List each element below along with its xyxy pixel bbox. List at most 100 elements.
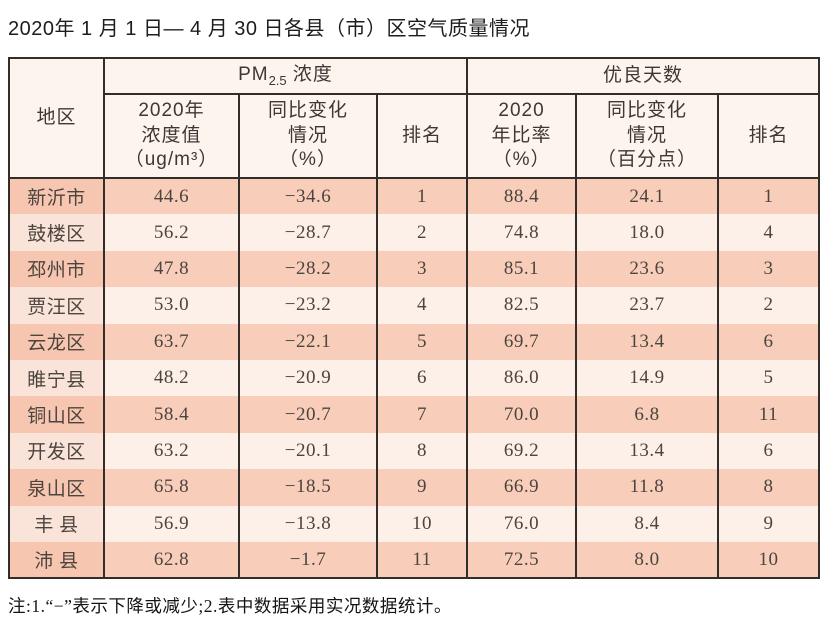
good-ratio-cell: 69.7 <box>466 323 578 360</box>
pm-value-cell: 44.6 <box>103 178 240 215</box>
region-cell: 沛 县 <box>8 541 105 579</box>
pm-rank-cell: 10 <box>375 505 469 542</box>
region-cell: 鼓楼区 <box>8 214 105 251</box>
pm-change-cell: −20.9 <box>238 359 378 397</box>
pm-value-cell: 53.0 <box>103 287 240 324</box>
table-row: 贾汪区 53.0 −23.2 4 82.5 23.7 2 <box>8 287 821 324</box>
pm-change-cell: −28.7 <box>238 214 378 251</box>
table-row: 邳州市 47.8 −28.2 3 85.1 23.6 3 <box>8 250 821 288</box>
good-rank-cell: 3 <box>717 250 821 288</box>
pm-value-cell: 62.8 <box>103 541 240 579</box>
region-cell: 云龙区 <box>8 323 105 360</box>
good-ratio-cell: 88.4 <box>466 178 578 215</box>
table-row: 鼓楼区 56.2 −28.7 2 74.8 18.0 4 <box>8 214 821 251</box>
region-cell: 开发区 <box>8 432 105 470</box>
region-cell: 丰 县 <box>8 505 105 542</box>
region-cell: 贾汪区 <box>8 287 105 324</box>
region-cell: 铜山区 <box>8 396 105 433</box>
good-change-cell: 6.8 <box>575 396 720 433</box>
pm-rank-cell: 1 <box>375 178 469 215</box>
pm25-prefix: PM <box>238 63 269 85</box>
good-change-cell: 18.0 <box>575 214 720 251</box>
good-change-cell: 23.7 <box>575 287 720 324</box>
pm-change-cell: −28.2 <box>238 250 378 288</box>
region-cell: 邳州市 <box>8 250 105 288</box>
pm-rank-cell: 11 <box>375 541 469 579</box>
col-header-region: 地区 <box>8 57 105 179</box>
good-rank-cell: 8 <box>717 469 821 506</box>
good-ratio-cell: 82.5 <box>466 287 578 324</box>
region-cell: 睢宁县 <box>8 359 105 397</box>
good-change-cell: 24.1 <box>575 178 720 215</box>
good-ratio-cell: 70.0 <box>466 396 578 433</box>
air-quality-table: 地区 PM2.5 浓度 优良天数 2020年 浓度值 （ug/m³） 同比变化 … <box>8 57 821 580</box>
pm-rank-cell: 8 <box>375 432 469 470</box>
good-rank-cell: 5 <box>717 359 821 397</box>
good-rank-cell: 2 <box>717 287 821 324</box>
good-change-cell: 13.4 <box>575 432 720 470</box>
pm-value-cell: 58.4 <box>103 396 240 433</box>
pm-change-cell: −34.6 <box>238 178 378 215</box>
group-header-good-days: 优良天数 <box>466 57 821 95</box>
col-header-good-change: 同比变化 情况 （百分点） <box>575 93 720 179</box>
good-ratio-cell: 72.5 <box>466 541 578 579</box>
good-change-cell: 8.4 <box>575 505 720 542</box>
sub-header-row: 2020年 浓度值 （ug/m³） 同比变化 情况 （%） 排名 2020 年比… <box>9 93 821 179</box>
table-row: 沛 县 62.8 −1.7 11 72.5 8.0 10 <box>8 541 821 579</box>
pm-rank-cell: 5 <box>375 323 469 360</box>
region-cell: 新沂市 <box>8 178 105 215</box>
pm-change-cell: −13.8 <box>238 505 378 542</box>
group-header-pm25: PM2.5 浓度 <box>102 57 469 95</box>
good-ratio-cell: 74.8 <box>466 214 578 251</box>
col-header-pm-rank: 排名 <box>375 93 469 179</box>
table-row: 新沂市 44.6 −34.6 1 88.4 24.1 1 <box>8 178 821 215</box>
pm-rank-cell: 6 <box>375 359 469 397</box>
pm-change-cell: −1.7 <box>238 541 378 579</box>
good-change-cell: 8.0 <box>575 541 720 579</box>
pm-change-cell: −20.7 <box>238 396 378 433</box>
good-rank-cell: 11 <box>717 396 821 433</box>
good-ratio-cell: 86.0 <box>466 359 578 397</box>
pm-rank-cell: 9 <box>375 469 469 506</box>
col-header-good-rank: 排名 <box>717 93 821 179</box>
good-ratio-cell: 85.1 <box>466 250 578 288</box>
good-ratio-cell: 69.2 <box>466 432 578 470</box>
pm-rank-cell: 3 <box>375 250 469 288</box>
region-cell: 泉山区 <box>8 469 105 506</box>
pm25-suffix: 浓度 <box>286 63 333 85</box>
col-header-good-ratio: 2020 年比率 （%） <box>466 93 578 179</box>
good-change-cell: 23.6 <box>575 250 720 288</box>
table-row: 泉山区 65.8 −18.5 9 66.9 11.8 8 <box>8 469 821 506</box>
good-change-cell: 14.9 <box>575 359 720 397</box>
col-header-pm-change: 同比变化 情况 （%） <box>238 93 378 179</box>
good-rank-cell: 10 <box>717 541 821 579</box>
table-row: 睢宁县 48.2 −20.9 6 86.0 14.9 5 <box>8 359 821 397</box>
group-header-row: 地区 PM2.5 浓度 优良天数 <box>8 57 821 179</box>
pm25-subscript: 2.5 <box>268 72 287 88</box>
pm-value-cell: 48.2 <box>103 359 240 397</box>
pm-change-cell: −22.1 <box>238 323 378 360</box>
pm-value-cell: 56.9 <box>103 505 240 542</box>
pm-value-cell: 56.2 <box>103 214 240 251</box>
table-row: 铜山区 58.4 −20.7 7 70.0 6.8 11 <box>8 396 821 433</box>
pm-rank-cell: 7 <box>375 396 469 433</box>
good-ratio-cell: 66.9 <box>466 469 578 506</box>
pm-change-cell: −20.1 <box>238 432 378 470</box>
pm-value-cell: 65.8 <box>103 469 240 506</box>
page-title: 2020年 1 月 1 日— 4 月 30 日各县（市）区空气质量情况 <box>8 18 531 40</box>
table-header: 地区 PM2.5 浓度 优良天数 2020年 浓度值 （ug/m³） 同比变化 … <box>8 57 821 179</box>
col-header-pm-value: 2020年 浓度值 （ug/m³） <box>103 93 240 179</box>
pm-value-cell: 63.7 <box>103 323 240 360</box>
pm-value-cell: 47.8 <box>103 250 240 288</box>
good-change-cell: 13.4 <box>575 323 720 360</box>
footnote: 注:1.“−”表示下降或减少;2.表中数据采用实况数据统计。 <box>8 596 452 617</box>
table-row: 开发区 63.2 −20.1 8 69.2 13.4 6 <box>8 432 821 470</box>
good-change-cell: 11.8 <box>575 469 720 506</box>
pm-value-cell: 63.2 <box>103 432 240 470</box>
pm-change-cell: −18.5 <box>238 469 378 506</box>
good-ratio-cell: 76.0 <box>466 505 578 542</box>
good-rank-cell: 9 <box>717 505 821 542</box>
pm-rank-cell: 4 <box>375 287 469 324</box>
pm-change-cell: −23.2 <box>238 287 378 324</box>
